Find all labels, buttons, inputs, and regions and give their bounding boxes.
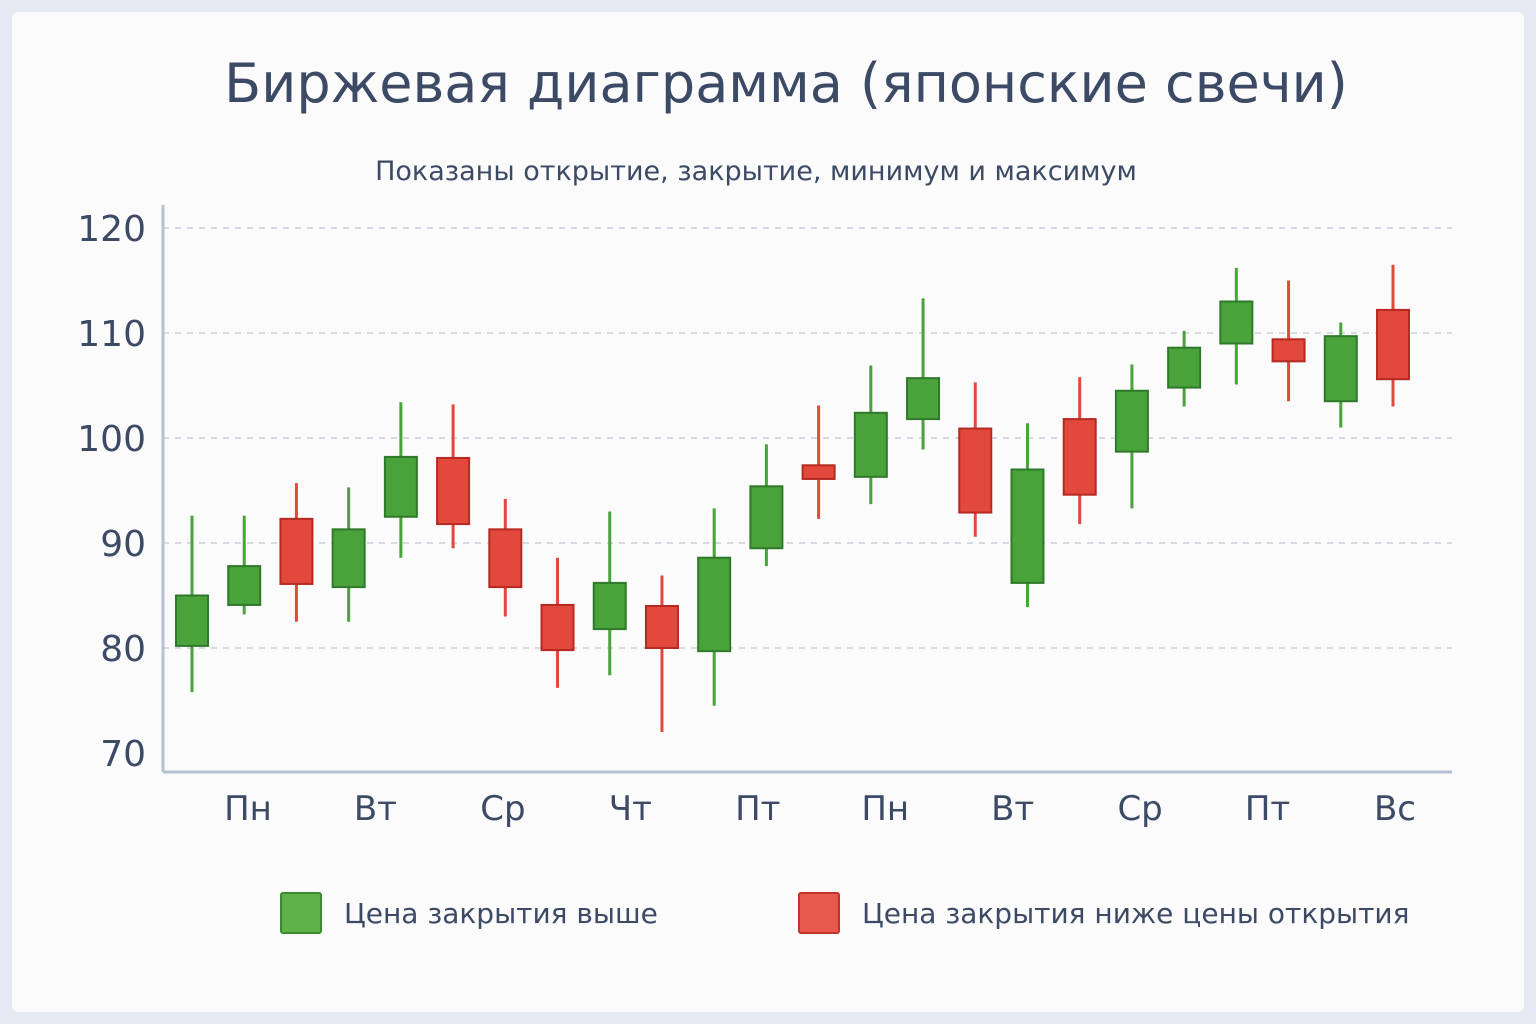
y-tick-label: 90 — [100, 524, 146, 565]
y-tick-label: 100 — [77, 419, 146, 460]
candle-body-down — [1376, 308, 1410, 381]
y-tick-label: 70 — [100, 734, 146, 775]
x-tick-label: Ср — [1117, 789, 1162, 829]
y-tick-label: 110 — [77, 314, 146, 355]
x-tick-label: Ср — [480, 789, 525, 829]
candle-body-down — [1062, 418, 1097, 496]
candle-body-down — [279, 517, 314, 585]
y-tick-label: 80 — [100, 629, 146, 670]
candle-body-down — [436, 456, 471, 526]
legend-label-up: Цена закрытия выше — [344, 896, 658, 930]
legend-item-down: Цена закрытия ниже цены открытия — [798, 892, 1409, 934]
legend-swatch-up — [280, 892, 322, 934]
candle-body-down — [644, 605, 679, 649]
candle-body-up — [227, 565, 262, 606]
candle-body-up — [1010, 468, 1045, 584]
x-tick-label: Пт — [735, 789, 780, 829]
legend-item-up: Цена закрытия выше — [280, 892, 658, 934]
candle-body-up — [853, 411, 888, 478]
candle-body-down — [801, 464, 836, 480]
candle-body-up — [331, 528, 366, 589]
y-tick-label: 120 — [77, 209, 146, 250]
legend-swatch-down — [798, 892, 840, 934]
candle-body-down — [1271, 338, 1306, 363]
candle-body-up — [592, 581, 627, 631]
candle-body-down — [488, 528, 523, 589]
candle-body-up — [1114, 389, 1149, 453]
candle-body-up — [1219, 300, 1254, 345]
x-tick-label: Вс — [1374, 789, 1416, 829]
candle-body-up — [383, 455, 418, 518]
x-tick-label: Пт — [1245, 789, 1290, 829]
candle-body-up — [749, 485, 784, 550]
candle-body-down — [540, 603, 575, 652]
x-tick-label: Чт — [609, 789, 652, 829]
candle-body-up — [1167, 346, 1202, 389]
legend-label-down: Цена закрытия ниже цены открытия — [862, 896, 1410, 930]
x-tick-label: Вт — [354, 789, 397, 829]
chart-title: Биржевая диаграмма (японские свечи) — [224, 52, 1348, 115]
candle-body-up — [697, 556, 732, 653]
x-tick-label: Вт — [991, 789, 1034, 829]
candle-body-up — [175, 594, 209, 647]
candle-body-up — [1323, 335, 1358, 403]
chart-subtitle: Показаны открытие, закрытие, минимум и м… — [375, 156, 1137, 187]
x-tick-label: Пн — [224, 789, 272, 829]
candle-body-down — [958, 427, 993, 514]
x-tick-label: Пн — [861, 789, 909, 829]
candle-body-up — [906, 377, 941, 421]
